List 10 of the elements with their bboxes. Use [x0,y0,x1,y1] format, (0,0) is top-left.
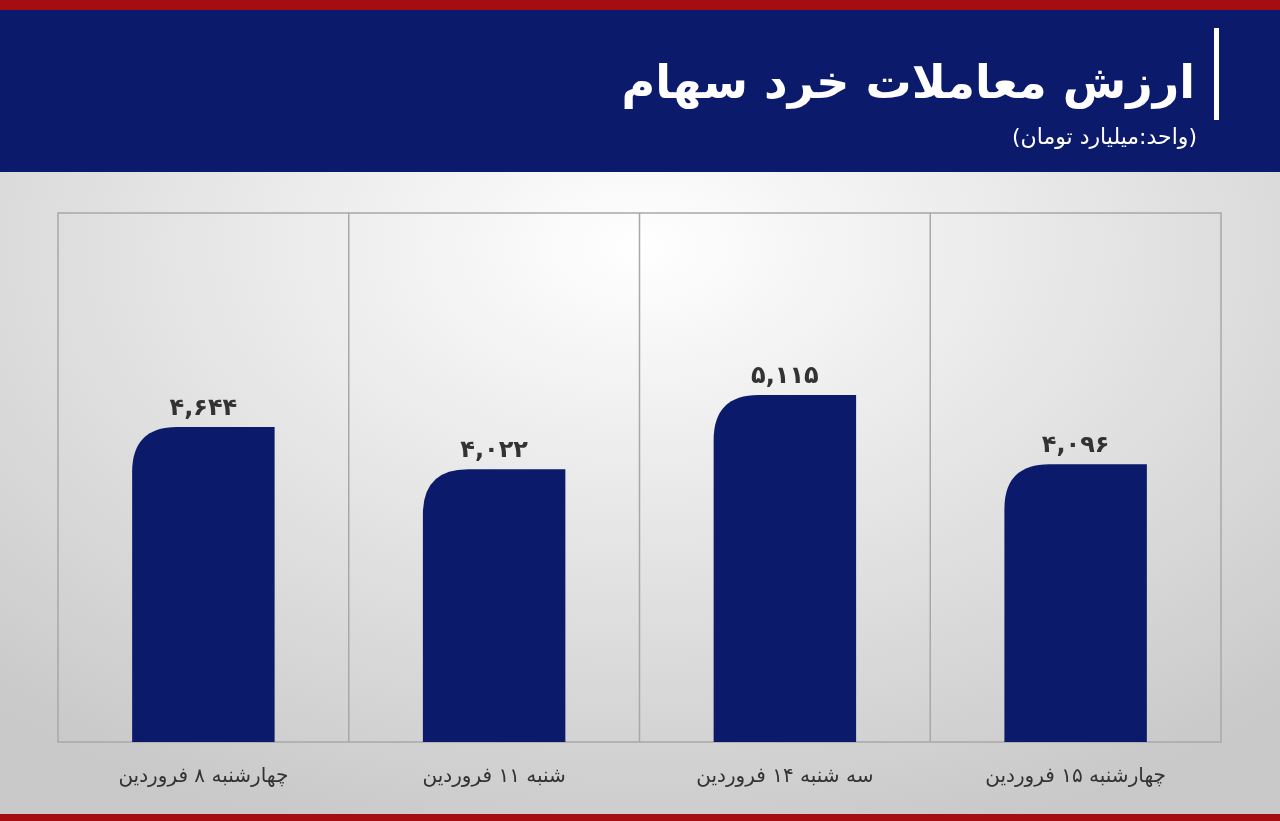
chart-title: ارزش معاملات خرد سهام [621,55,1195,109]
x-tick-label: سه شنبه ۱۴ فروردین [696,763,874,787]
data-label: ۴,۰۹۶ [1041,430,1110,459]
x-tick-label: چهارشنبه ۱۵ فروردین [985,763,1166,787]
x-tick-label: شنبه ۱۱ فروردین [422,763,566,787]
data-label: ۴,۰۲۲ [460,435,529,464]
data-label: ۵,۱۱۵ [751,361,819,390]
chart-subtitle: (واحد:میلیارد تومان) [1011,124,1197,149]
x-tick-label: چهارشنبه ۸ فروردین [118,763,289,787]
data-label: ۴,۶۴۴ [169,393,238,422]
